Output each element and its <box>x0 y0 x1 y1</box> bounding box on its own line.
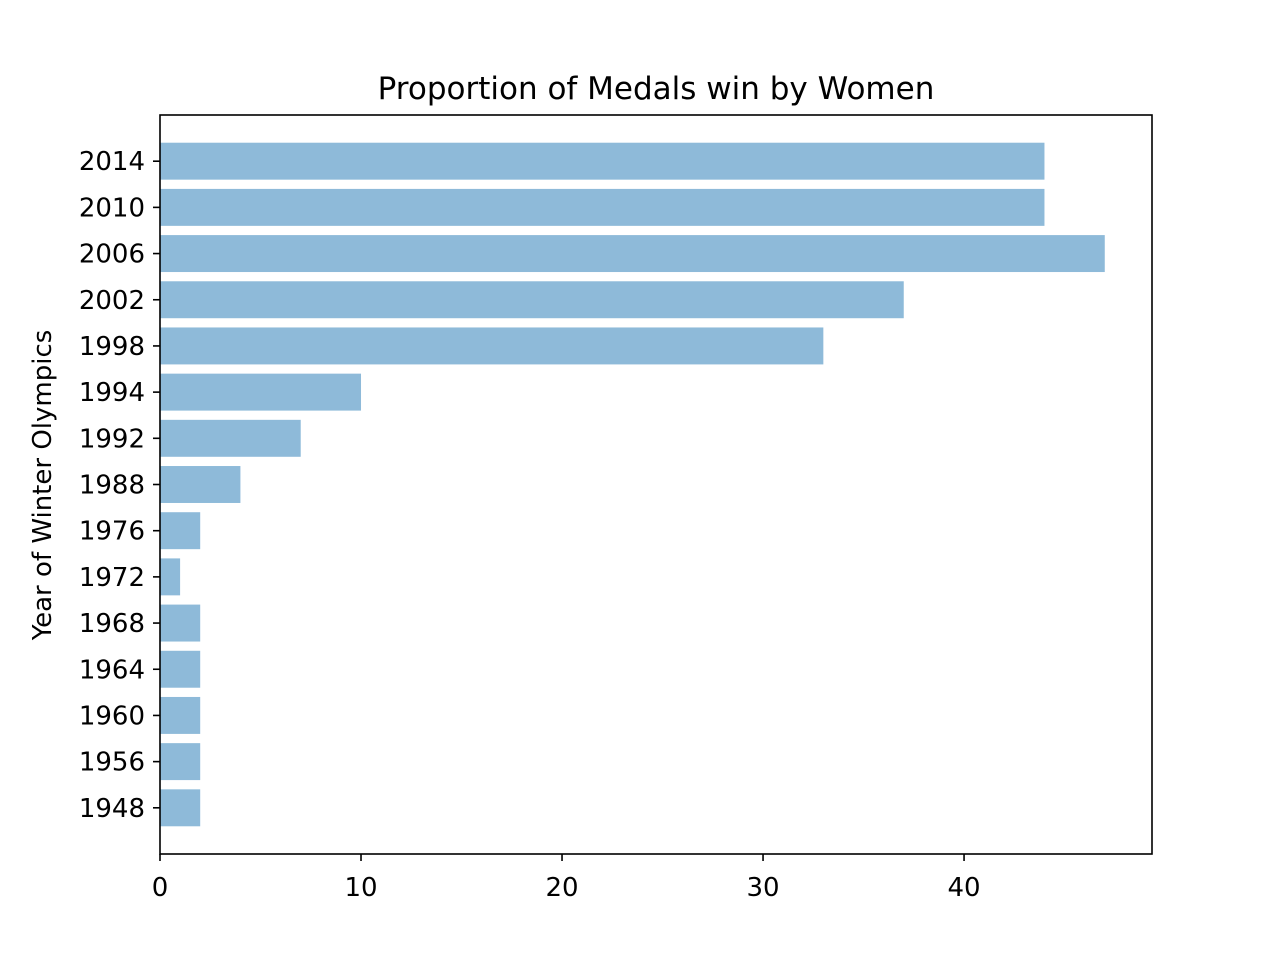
bar-1992 <box>160 419 301 457</box>
bar-1998 <box>160 327 824 365</box>
bar-1976 <box>160 512 201 550</box>
bar-1960 <box>160 696 201 734</box>
bar-2014 <box>160 142 1045 180</box>
y-tick-label-1976: 1976 <box>79 517 145 547</box>
y-tick-label-1948: 1948 <box>79 794 145 824</box>
y-tick-label-1972: 1972 <box>79 563 145 593</box>
y-tick-label-1988: 1988 <box>79 471 145 501</box>
bar-2010 <box>160 188 1045 226</box>
bar-1972 <box>160 558 181 596</box>
y-tick-label-1998: 1998 <box>79 332 145 362</box>
bar-2002 <box>160 281 904 319</box>
bar-1994 <box>160 373 362 411</box>
y-tick-label-2010: 2010 <box>79 193 145 223</box>
plot-frame <box>159 114 1153 855</box>
bar-1964 <box>160 650 201 688</box>
x-tick-label-30: 30 <box>746 873 779 903</box>
y-tick-label-2002: 2002 <box>79 286 145 316</box>
y-tick-label-1964: 1964 <box>79 655 145 685</box>
bar-1988 <box>160 466 241 503</box>
bar-2006 <box>160 235 1105 273</box>
bar-1948 <box>160 789 201 827</box>
x-tick-label-10: 10 <box>344 873 377 903</box>
y-tick-label-2014: 2014 <box>79 147 145 177</box>
y-tick-label-1960: 1960 <box>79 701 145 731</box>
bar-1956 <box>160 743 201 781</box>
y-tick-label-1968: 1968 <box>79 609 145 639</box>
y-axis-label: Year of Winter Olympics <box>28 330 58 642</box>
x-tick-label-20: 20 <box>545 873 578 903</box>
y-tick-label-1992: 1992 <box>79 424 145 454</box>
x-tick-label-0: 0 <box>152 873 169 903</box>
y-tick-label-2006: 2006 <box>79 240 145 270</box>
x-tick-label-40: 40 <box>948 873 981 903</box>
y-tick-label-1994: 1994 <box>79 378 145 408</box>
y-tick-label-1956: 1956 <box>79 748 145 778</box>
bar-1968 <box>160 604 201 642</box>
axes-layer: 1948 1956 1960 1964 1968 1972 1976 1988 1992 1994… <box>79 114 1153 903</box>
chart-title: Proportion of Medals win by Women <box>378 71 935 107</box>
bars-layer <box>160 142 1105 827</box>
